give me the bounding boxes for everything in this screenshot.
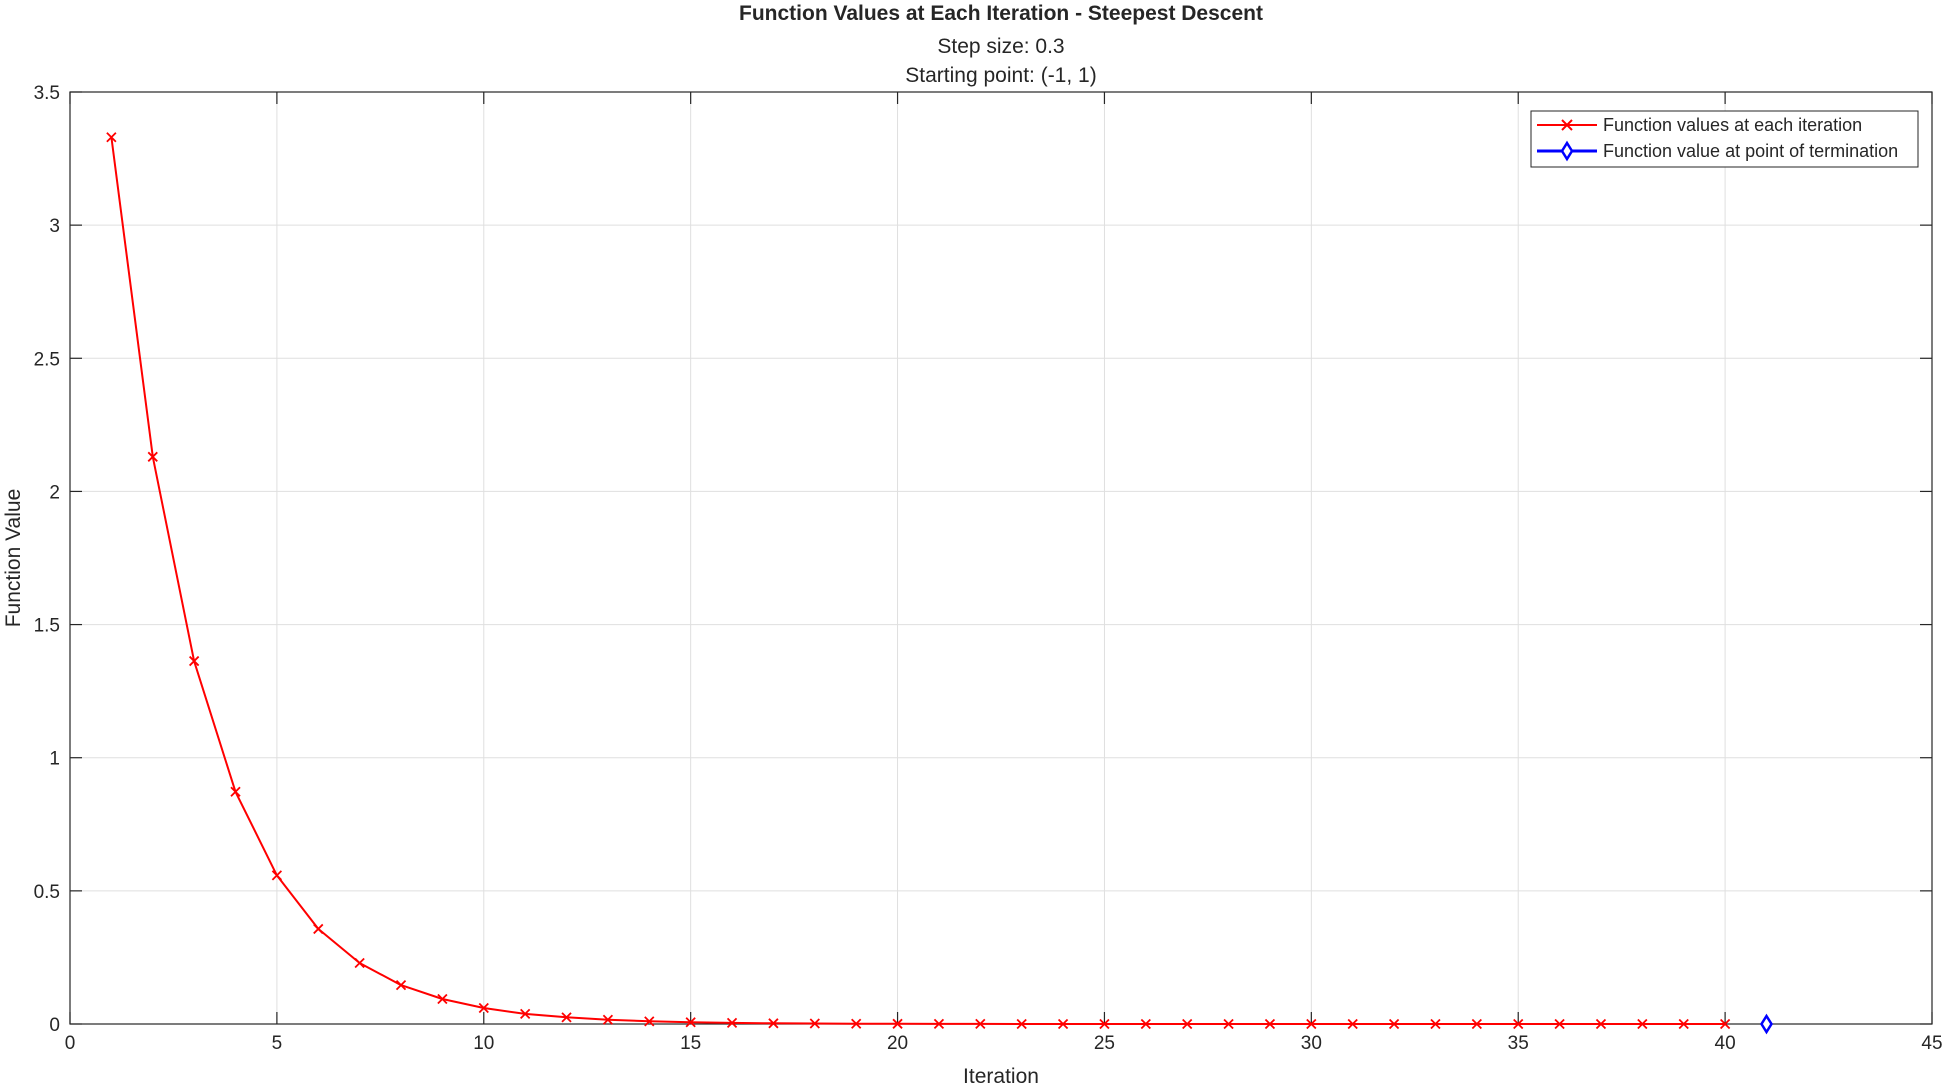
y-tick-label: 0.5 bbox=[34, 882, 60, 903]
x-tick-label: 15 bbox=[680, 1033, 701, 1054]
x-tick-label: 30 bbox=[1301, 1033, 1322, 1054]
tick-marks bbox=[69, 91, 1933, 1025]
data-point-x-marker bbox=[147, 451, 158, 462]
data-point-x-marker bbox=[768, 1018, 779, 1029]
x-tick-label: 45 bbox=[1921, 1033, 1942, 1054]
data-point-x-marker bbox=[1057, 1018, 1069, 1030]
x-tick-label: 5 bbox=[272, 1033, 283, 1054]
data-point-x-marker bbox=[1388, 1018, 1400, 1030]
y-tick-label: 0 bbox=[49, 1015, 60, 1036]
data-point-x-marker bbox=[1430, 1018, 1441, 1030]
data-point-x-marker bbox=[106, 132, 117, 143]
series-line-function-values bbox=[110, 137, 1726, 1025]
data-point-x-marker bbox=[1719, 1018, 1731, 1030]
data-point-x-marker bbox=[395, 979, 407, 991]
y-tick-label: 3 bbox=[49, 216, 60, 237]
legend[interactable]: Function values at each iteration Functi… bbox=[1530, 110, 1919, 168]
y-axis-label: Function Value bbox=[2, 489, 25, 628]
legend-x-marker-icon bbox=[1561, 119, 1573, 131]
data-point-x-marker bbox=[1140, 1018, 1151, 1030]
y-tick-label: 1 bbox=[49, 749, 60, 770]
data-point-x-marker bbox=[1554, 1018, 1565, 1030]
data-point-x-marker bbox=[1182, 1018, 1193, 1030]
data-point-x-marker bbox=[685, 1017, 696, 1028]
data-point-x-marker bbox=[1513, 1018, 1524, 1030]
y-tick-labels: 0 0.5 1 1.5 2 2.5 3 3.5 bbox=[34, 83, 60, 1036]
data-point-x-marker bbox=[1347, 1018, 1358, 1030]
data-point-x-marker bbox=[644, 1016, 655, 1027]
x-tick-labels: 0 5 10 15 20 25 30 35 40 45 bbox=[65, 1033, 1943, 1054]
legend-diamond-marker-icon bbox=[1560, 140, 1574, 162]
chart-subtitle-starting-point: Starting point: (-1, 1) bbox=[905, 64, 1096, 87]
legend-entry-termination[interactable]: Function value at point of termination bbox=[1537, 140, 1898, 162]
data-point-x-marker bbox=[1306, 1018, 1317, 1030]
data-point-x-marker bbox=[1016, 1018, 1027, 1030]
data-point-x-marker bbox=[354, 957, 365, 969]
data-point-x-marker bbox=[892, 1018, 903, 1029]
data-point-x-marker bbox=[602, 1014, 614, 1025]
legend-entry-function-values[interactable]: Function values at each iteration bbox=[1537, 115, 1862, 135]
data-point-x-marker bbox=[1678, 1018, 1689, 1030]
data-point-x-marker bbox=[1595, 1018, 1607, 1030]
y-tick-label: 1.5 bbox=[34, 616, 60, 637]
data-point-x-marker bbox=[1637, 1018, 1648, 1030]
legend-label-termination: Function value at point of termination bbox=[1603, 141, 1898, 161]
data-point-x-marker bbox=[188, 655, 200, 667]
y-tick-label: 2 bbox=[49, 482, 60, 503]
data-point-x-marker bbox=[975, 1018, 986, 1030]
chart-title: Function Values at Each Iteration - Stee… bbox=[739, 2, 1263, 25]
data-point-x-marker bbox=[437, 993, 448, 1005]
y-tick-label: 3.5 bbox=[34, 83, 60, 104]
x-tick-label: 35 bbox=[1508, 1033, 1529, 1054]
x-tick-label: 20 bbox=[887, 1033, 908, 1054]
x-axis-label: Iteration bbox=[963, 1065, 1039, 1086]
data-point-x-marker bbox=[561, 1012, 572, 1023]
data-point-x-marker bbox=[851, 1018, 862, 1029]
data-point-x-marker bbox=[933, 1018, 945, 1030]
series-layer bbox=[106, 132, 1773, 1035]
y-tick-label: 2.5 bbox=[34, 349, 60, 370]
data-point-x-marker bbox=[809, 1018, 820, 1029]
x-tick-label: 40 bbox=[1715, 1033, 1736, 1054]
data-point-x-marker bbox=[230, 786, 241, 797]
data-point-x-marker bbox=[1264, 1018, 1276, 1030]
termination-point-diamond bbox=[1760, 1013, 1773, 1035]
legend-box bbox=[1530, 110, 1919, 168]
data-point-x-marker bbox=[478, 1002, 489, 1014]
chart-subtitle-step-size: Step size: 0.3 bbox=[937, 35, 1064, 58]
x-tick-label: 0 bbox=[65, 1033, 76, 1054]
legend-label-function-values: Function values at each iteration bbox=[1603, 115, 1862, 135]
axes bbox=[69, 91, 1933, 1025]
x-tick-label: 25 bbox=[1094, 1033, 1115, 1054]
data-point-x-marker bbox=[1223, 1018, 1234, 1030]
x-tick-label: 10 bbox=[473, 1033, 494, 1054]
data-point-x-marker bbox=[1471, 1018, 1482, 1030]
data-point-x-marker bbox=[313, 923, 324, 935]
data-point-x-marker bbox=[520, 1008, 531, 1020]
data-point-x-marker bbox=[726, 1017, 738, 1029]
grid-lines bbox=[70, 92, 1932, 1024]
data-point-x-marker bbox=[1099, 1018, 1110, 1030]
plot-area-box bbox=[69, 91, 1933, 1025]
data-point-x-marker bbox=[271, 870, 283, 881]
